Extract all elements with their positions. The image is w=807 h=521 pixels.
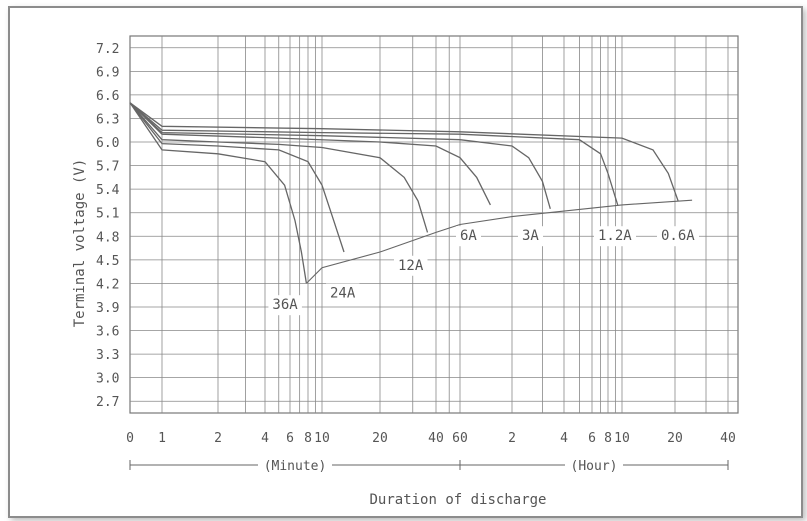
x-tick-label: 60: [452, 431, 468, 446]
series-label-bg: [518, 226, 543, 247]
discharge-curve: [129, 102, 429, 233]
x-tick-label: 10: [614, 431, 630, 446]
y-axis-title: Terminal voltage (V): [72, 159, 88, 328]
series-label-bg: [394, 255, 428, 276]
series-lines: [129, 102, 693, 284]
discharge-curve: [129, 102, 679, 202]
y-tick-label: 3.9: [96, 301, 119, 316]
y-tick-label: 2.7: [96, 395, 119, 410]
y-tick-label: 6.6: [96, 89, 119, 104]
series-label-bg: [657, 226, 699, 247]
y-tick-label: 4.2: [96, 277, 119, 292]
series-label: 12A: [398, 258, 424, 274]
x-tick-label: 40: [428, 431, 444, 446]
x-tick-label: 1: [158, 431, 166, 446]
x-tick-label: 40: [720, 431, 736, 446]
y-tick-label: 3.6: [96, 325, 119, 340]
y-tick-label: 5.1: [96, 207, 119, 222]
x-tick-label: 20: [372, 431, 388, 446]
y-tick-label: 3.0: [96, 372, 119, 387]
x-tick-label: 4: [560, 431, 568, 446]
discharge-curve: [129, 102, 308, 284]
x-tick-label: 8: [304, 431, 312, 446]
y-tick-label: 5.7: [96, 160, 119, 175]
series-label: 3A: [522, 228, 539, 244]
x-tick-label: 2: [214, 431, 222, 446]
chart-frame: 7.2 6.9 6.6 6.3 6.0 5.7 5.4 5.1 4.8 4.5 4.2 3.9 3.6 3…: [8, 6, 803, 518]
series-label-bg: [456, 226, 481, 247]
y-tick-labels: 7.2 6.9 6.6 6.3 6.0 5.7 5.4 5.1 4.8 4.5 4.2 3.9 3.6 3…: [96, 42, 120, 410]
end-voltage-line: [306, 199, 693, 284]
y-tick-label: 4.5: [96, 254, 119, 269]
series-label-bg: [268, 295, 302, 316]
discharge-curve: [129, 102, 551, 209]
x-tick-label: 8: [604, 431, 612, 446]
discharge-curve: [129, 102, 619, 206]
series-labels: 36A 24A 12A 6A 3A 1.2A 0.6A: [268, 226, 699, 316]
x-group-label: (Minute): [264, 459, 327, 474]
x-tick-label: 6: [588, 431, 596, 446]
x-tick-label: 0: [126, 431, 134, 446]
x-tick-label: 20: [667, 431, 683, 446]
discharge-curve: [129, 102, 491, 206]
series-label: 6A: [460, 228, 477, 244]
x-axis-title: Duration of discharge: [369, 492, 546, 508]
series-label: 1.2A: [598, 228, 632, 244]
series-label-bg: [594, 226, 636, 247]
y-tick-label: 6.9: [96, 65, 119, 80]
x-tick-label: 6: [286, 431, 294, 446]
series-label-bg: [326, 283, 360, 304]
y-tick-label: 6.0: [96, 136, 119, 151]
x-group-brackets: (Minute) (Hour): [129, 459, 729, 474]
y-tick-label: 6.3: [96, 112, 119, 127]
discharge-curve: [129, 102, 345, 253]
series-label: 36A: [272, 297, 298, 313]
series-label: 24A: [330, 285, 356, 301]
y-tick-label: 4.8: [96, 230, 119, 245]
x-group-label: (Hour): [571, 459, 618, 474]
grid: [129, 35, 739, 414]
x-tick-label: 10: [314, 431, 330, 446]
plot-border: [129, 35, 739, 414]
series-label: 0.6A: [661, 228, 695, 244]
y-tick-label: 7.2: [96, 42, 119, 57]
y-tick-label: 5.4: [96, 183, 120, 198]
x-tick-label: 4: [261, 431, 269, 446]
y-tick-label: 3.3: [96, 348, 119, 363]
x-tick-labels: 0 1 2 4 6 8 10 20 40 60 2 4 6 8 10 20 40: [126, 431, 736, 446]
x-tick-label: 2: [508, 431, 516, 446]
discharge-chart: 7.2 6.9 6.6 6.3 6.0 5.7 5.4 5.1 4.8 4.5 4.2 3.9 3.6 3…: [72, 35, 739, 508]
